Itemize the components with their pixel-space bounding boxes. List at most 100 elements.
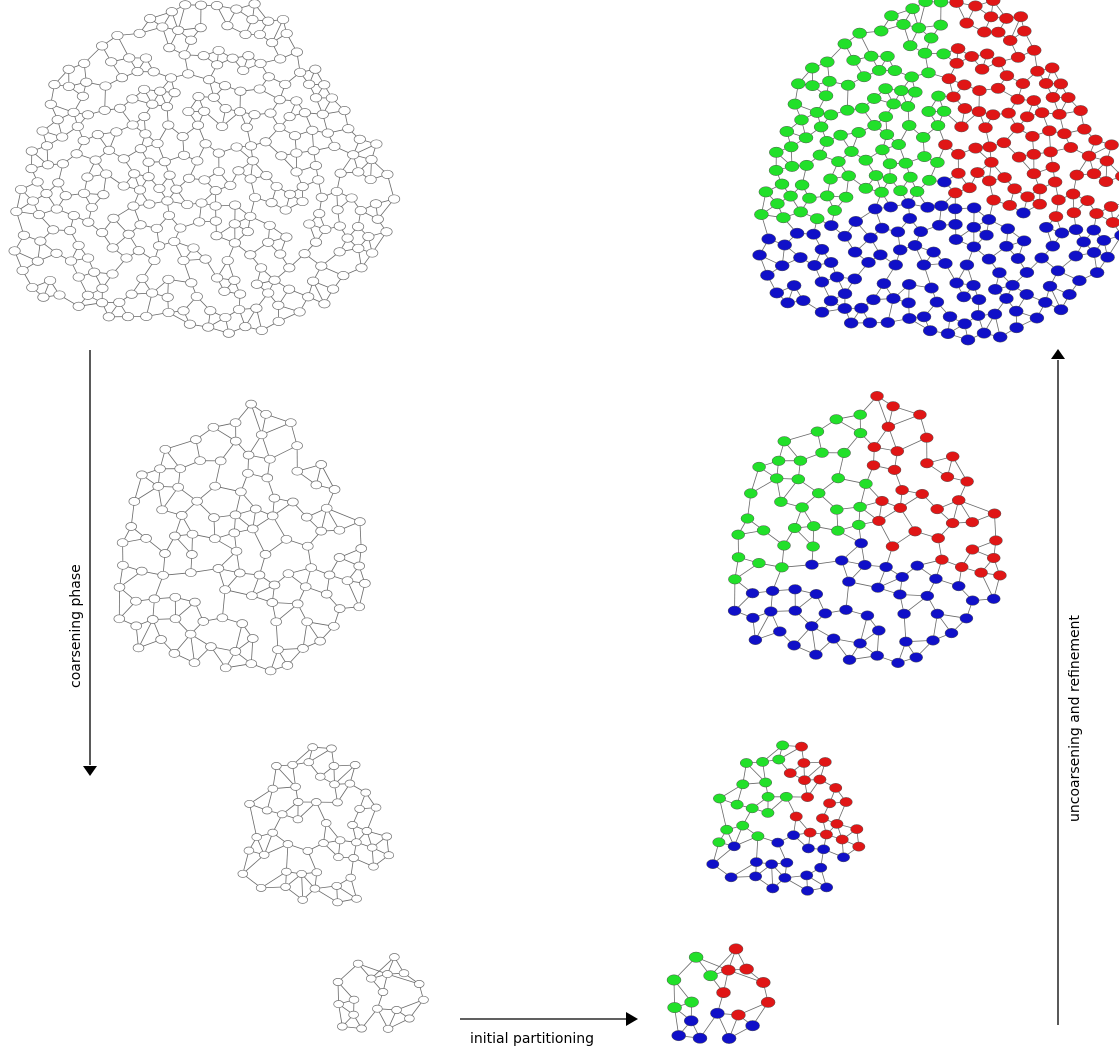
graph-node (320, 819, 332, 828)
graph-node (739, 758, 753, 768)
graph-node (1010, 51, 1026, 63)
graph-node (1019, 111, 1035, 123)
graph-node (1019, 289, 1034, 300)
graph-node (806, 541, 820, 552)
graph-node (765, 585, 780, 596)
graph-node (801, 792, 814, 802)
graph-node (153, 241, 166, 251)
graph-node (315, 772, 326, 781)
graph-node (195, 198, 208, 208)
graph-node (778, 873, 792, 883)
graph-node (948, 187, 963, 199)
graph-node (197, 617, 210, 626)
graph-node (988, 283, 1003, 295)
graph-node (255, 263, 268, 273)
graph-node (752, 558, 766, 569)
graph-node (885, 541, 900, 552)
graph-node (351, 838, 362, 847)
graph-node (984, 156, 999, 168)
graph-node (361, 827, 373, 835)
graph-node (829, 271, 845, 283)
graph-node (244, 141, 258, 151)
graph-node (867, 119, 882, 131)
graph-node (187, 243, 200, 253)
graph-node (830, 819, 844, 829)
graph-node (891, 139, 906, 150)
graph-level-3-partitioned (666, 943, 776, 1044)
graph-node (809, 106, 825, 118)
graph-node (31, 177, 44, 187)
graph-node (820, 56, 835, 68)
graph-node (105, 57, 118, 67)
graph-node (351, 894, 362, 903)
graph-node (169, 614, 182, 624)
graph-node (210, 231, 223, 241)
graph-node (255, 325, 268, 335)
graph-node (1015, 78, 1031, 90)
graph-node (810, 426, 825, 437)
graph-node (872, 625, 886, 636)
graph-node (382, 1024, 394, 1033)
graph-node (858, 154, 874, 166)
graph-level-1-partitioned (727, 391, 1007, 668)
graph-node (929, 296, 945, 308)
graph-node (831, 525, 845, 536)
graph-node (966, 241, 982, 253)
graph-node (745, 803, 759, 814)
initial-partitioning-label: initial partitioning (470, 1031, 594, 1047)
graph-node (853, 638, 867, 649)
graph-node (214, 456, 227, 466)
graph-node (866, 294, 881, 306)
graph-node (314, 636, 326, 646)
graph-node (218, 286, 231, 296)
graph-node (123, 53, 136, 63)
graph-node (901, 198, 916, 210)
graph-node (752, 249, 767, 261)
graph-node (62, 64, 75, 74)
graph-node (318, 80, 331, 90)
graph-node (970, 167, 985, 179)
graph-node (368, 862, 379, 871)
graph-node (789, 811, 803, 822)
graph-node (756, 977, 771, 988)
graph-node (239, 322, 252, 332)
graph-node (1043, 146, 1058, 158)
graph-node (40, 189, 53, 199)
graph-node (176, 511, 188, 520)
graph-node (352, 959, 364, 968)
graph-node (893, 185, 908, 197)
graph-node (305, 563, 317, 573)
graph-node (318, 839, 329, 848)
graph-node (78, 58, 91, 68)
graph-node (255, 430, 268, 440)
graph-node (848, 216, 864, 227)
graph-node (1100, 251, 1115, 263)
graph-node (933, 0, 949, 8)
graph-node (276, 810, 288, 819)
graph-node (1008, 305, 1024, 317)
graph-node (814, 306, 830, 318)
graph-node (204, 306, 217, 316)
graph-node (874, 186, 889, 198)
graph-node (837, 447, 851, 458)
graph-edge (242, 854, 265, 875)
graph-node (247, 634, 259, 643)
graph-node (728, 943, 744, 955)
graph-node (290, 782, 301, 791)
graph-node (957, 103, 973, 114)
graph-node (1065, 188, 1081, 200)
graph-node (999, 12, 1014, 24)
coarsening-arrowhead (83, 766, 97, 776)
graph-node (292, 815, 304, 824)
graph-node (260, 409, 272, 419)
graph-node (311, 798, 322, 807)
graph-node (1103, 201, 1119, 213)
graph-node (954, 121, 969, 133)
graph-node (833, 129, 848, 141)
graph-node (813, 121, 829, 133)
graph-node (720, 824, 734, 835)
graph-node (26, 196, 39, 206)
graph-node (884, 10, 899, 22)
graph-node (776, 212, 791, 224)
graph-node (1061, 92, 1076, 104)
